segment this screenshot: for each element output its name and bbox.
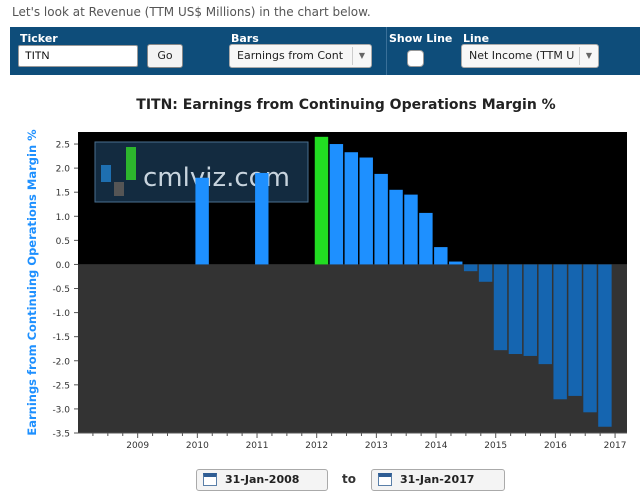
- bar: [478, 264, 493, 282]
- bar: [329, 144, 344, 265]
- y-tick-label: 2.5: [56, 141, 70, 151]
- bar: [508, 264, 523, 355]
- x-tick-label: 2015: [484, 441, 507, 450]
- bar: [255, 172, 269, 265]
- bar: [359, 157, 373, 265]
- bar: [553, 264, 567, 400]
- line-select-value: Net Income (TTM U: [469, 49, 575, 62]
- go-button[interactable]: Go: [147, 44, 183, 68]
- x-tick-label: 2009: [126, 441, 149, 450]
- x-tick-label: 2012: [305, 441, 328, 450]
- bar: [493, 264, 508, 351]
- control-bar: Ticker TITN Go Bars Earnings from Cont ▼…: [10, 27, 640, 75]
- y-tick-label: -1.0: [52, 309, 70, 319]
- divider: [386, 27, 387, 75]
- y-tick-label: -2.0: [52, 357, 70, 367]
- y-tick-label: -3.5: [52, 430, 70, 440]
- y-tick-label: 0.0: [56, 261, 71, 271]
- logo-bar-icon: [126, 147, 136, 180]
- start-date-value: 31-Jan-2008: [225, 473, 300, 486]
- chart-title: TITN: Earnings from Continuing Operation…: [136, 97, 555, 113]
- bars-label: Bars: [231, 32, 259, 45]
- bar: [314, 136, 329, 265]
- bar: [523, 264, 538, 356]
- bars-select-value: Earnings from Cont: [237, 49, 344, 62]
- y-tick-label: 1.5: [56, 189, 70, 199]
- line-label: Line: [463, 32, 490, 45]
- show-line-label: Show Line: [389, 32, 453, 45]
- ticker-value: TITN: [25, 50, 50, 62]
- date-range-to-label: to: [342, 472, 356, 486]
- x-tick-label: 2014: [425, 441, 448, 450]
- line-select[interactable]: Net Income (TTM U ▼: [461, 44, 599, 68]
- bar: [404, 194, 418, 265]
- bar: [449, 261, 463, 265]
- ticker-input[interactable]: TITN: [18, 45, 138, 67]
- y-tick-label: 1.0: [56, 213, 71, 223]
- y-tick-label: -0.5: [52, 285, 70, 295]
- bar: [598, 264, 612, 427]
- y-tick-label: 0.5: [56, 237, 70, 247]
- start-date-picker[interactable]: 31-Jan-2008: [196, 469, 328, 491]
- bars-select[interactable]: Earnings from Cont ▼: [229, 44, 372, 68]
- bar: [344, 152, 359, 265]
- calendar-icon: [378, 473, 392, 486]
- bar: [419, 212, 433, 265]
- bar: [538, 264, 552, 365]
- bar: [463, 264, 478, 272]
- bar: [374, 173, 388, 265]
- y-tick-label: -2.5: [52, 381, 70, 391]
- y-tick-label: -3.0: [52, 405, 70, 415]
- bar: [583, 264, 597, 413]
- show-line-checkbox[interactable]: [407, 50, 424, 67]
- x-tick-label: 2011: [246, 441, 269, 450]
- ticker-label: Ticker: [20, 32, 58, 45]
- y-tick-label: -1.5: [52, 333, 70, 343]
- logo-bar-icon: [101, 165, 111, 182]
- calendar-icon: [203, 473, 217, 486]
- chevron-down-icon: ▼: [579, 47, 598, 65]
- bar: [195, 177, 209, 265]
- chevron-down-icon: ▼: [352, 47, 371, 65]
- bar: [434, 247, 448, 265]
- intro-text: Let's look at Revenue (TTM US$ Millions)…: [12, 5, 371, 19]
- y-tick-label: 2.0: [56, 165, 71, 175]
- chart: TITN: Earnings from Continuing Operation…: [25, 97, 627, 450]
- end-date-picker[interactable]: 31-Jan-2017: [371, 469, 505, 491]
- bar: [568, 264, 582, 396]
- x-tick-label: 2013: [365, 441, 388, 450]
- end-date-value: 31-Jan-2017: [400, 473, 475, 486]
- logo-bar-icon: [114, 182, 124, 196]
- y-axis-label: Earnings from Continuing Operations Marg…: [25, 129, 39, 436]
- x-tick-label: 2017: [604, 441, 627, 450]
- x-tick-label: 2016: [544, 441, 567, 450]
- x-tick-label: 2010: [186, 441, 209, 450]
- bar: [389, 189, 403, 265]
